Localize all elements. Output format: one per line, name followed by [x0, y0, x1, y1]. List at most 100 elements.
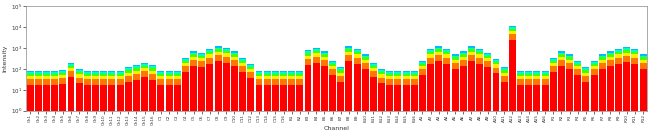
Bar — [640, 69, 647, 111]
Bar — [280, 74, 287, 76]
Bar — [75, 72, 83, 74]
Bar — [402, 79, 410, 85]
Bar — [378, 69, 385, 70]
Bar — [27, 71, 34, 72]
Bar — [378, 83, 385, 111]
Bar — [43, 79, 50, 85]
Bar — [623, 56, 630, 62]
Bar — [133, 65, 140, 66]
Bar — [558, 66, 565, 111]
Bar — [35, 74, 42, 76]
Bar — [443, 58, 450, 64]
Bar — [166, 79, 172, 85]
Bar — [419, 69, 426, 75]
Bar — [468, 48, 475, 49]
Bar — [116, 85, 124, 111]
Bar — [313, 53, 320, 57]
Bar — [329, 66, 336, 69]
Bar — [166, 71, 172, 72]
Bar — [59, 84, 66, 111]
Bar — [443, 49, 450, 50]
Bar — [582, 68, 590, 70]
Bar — [272, 72, 279, 74]
Bar — [566, 57, 573, 60]
Bar — [329, 64, 336, 66]
Bar — [100, 76, 107, 79]
Bar — [517, 85, 524, 111]
Bar — [452, 57, 459, 60]
Bar — [150, 71, 156, 74]
Bar — [443, 64, 450, 111]
Bar — [35, 79, 42, 85]
Bar — [223, 49, 229, 51]
Bar — [354, 50, 361, 52]
Bar — [92, 74, 99, 76]
Bar — [27, 85, 34, 111]
Bar — [141, 71, 148, 77]
Bar — [214, 52, 222, 55]
Bar — [362, 69, 369, 111]
Bar — [141, 77, 148, 111]
Bar — [100, 79, 107, 85]
Bar — [116, 74, 124, 76]
Bar — [345, 52, 352, 55]
Bar — [116, 76, 124, 79]
Bar — [305, 51, 311, 53]
Bar — [92, 71, 99, 72]
Bar — [509, 40, 516, 111]
Bar — [84, 71, 91, 72]
Bar — [182, 66, 189, 72]
Bar — [27, 72, 34, 74]
Bar — [248, 64, 254, 65]
Bar — [574, 64, 581, 66]
Bar — [133, 80, 140, 111]
Bar — [493, 73, 499, 111]
Bar — [550, 63, 556, 66]
Bar — [43, 85, 50, 111]
Bar — [411, 71, 418, 72]
Bar — [607, 51, 614, 53]
Bar — [623, 47, 630, 49]
Bar — [591, 61, 597, 62]
Bar — [43, 76, 50, 79]
Bar — [500, 82, 508, 111]
Bar — [525, 85, 532, 111]
Bar — [239, 58, 246, 59]
Bar — [157, 71, 164, 72]
Bar — [27, 74, 34, 76]
Bar — [92, 79, 99, 85]
Bar — [574, 66, 581, 69]
Bar — [541, 71, 549, 72]
Bar — [116, 79, 124, 85]
Bar — [68, 63, 75, 64]
Bar — [615, 58, 622, 64]
Bar — [632, 58, 638, 64]
Bar — [517, 74, 524, 76]
Bar — [370, 71, 377, 77]
Bar — [443, 50, 450, 52]
Bar — [125, 76, 132, 82]
Bar — [541, 76, 549, 79]
Bar — [305, 65, 311, 111]
Bar — [141, 63, 148, 64]
Bar — [125, 82, 132, 111]
Bar — [255, 85, 263, 111]
Bar — [460, 53, 467, 54]
Bar — [239, 72, 246, 111]
Bar — [550, 66, 556, 72]
Bar — [264, 72, 270, 74]
Bar — [517, 76, 524, 79]
Bar — [272, 79, 279, 85]
Y-axis label: Intensity: Intensity — [3, 45, 8, 72]
Bar — [476, 52, 483, 54]
Bar — [296, 76, 304, 79]
Bar — [248, 67, 254, 69]
Bar — [150, 68, 156, 71]
Bar — [198, 67, 205, 111]
Bar — [640, 56, 647, 57]
Bar — [550, 61, 556, 63]
Bar — [207, 50, 213, 52]
Bar — [607, 54, 614, 57]
Bar — [182, 72, 189, 111]
Bar — [574, 69, 581, 75]
